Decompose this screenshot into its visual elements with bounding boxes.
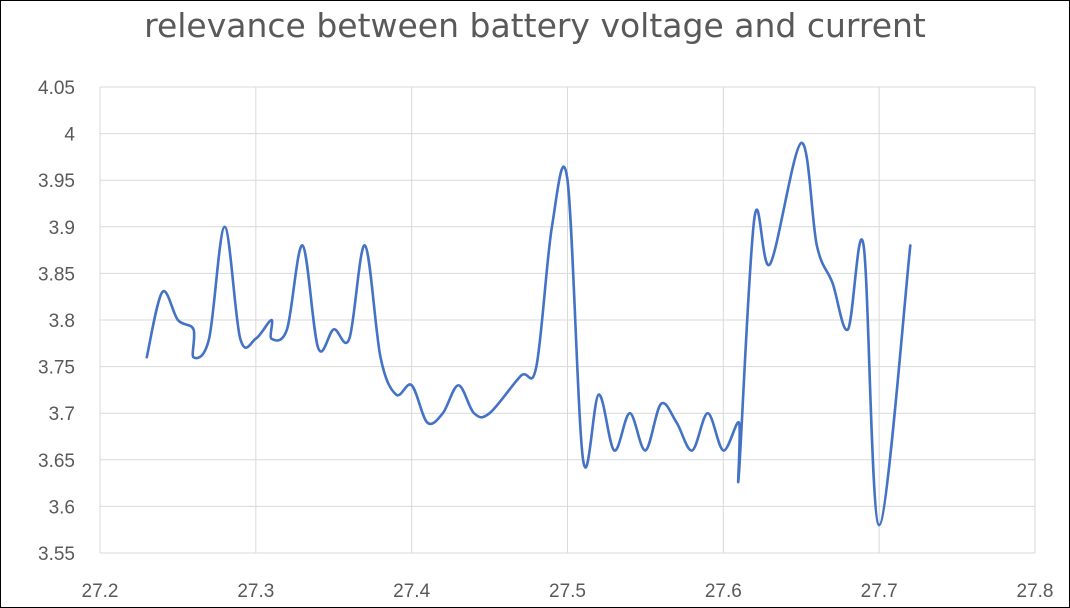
x-tick-label: 27.4 xyxy=(393,581,430,602)
y-tick-label: 3.65 xyxy=(38,451,75,472)
x-axis-tick-labels: 27.2 27.3 27.4 27.5 27.6 27.7 27.8 xyxy=(82,581,1054,602)
y-tick-label: 4.05 xyxy=(38,78,75,99)
y-tick-label: 3.7 xyxy=(49,404,75,425)
y-tick-label: 3.55 xyxy=(38,544,75,565)
chart-title: relevance between battery voltage and cu… xyxy=(144,6,926,45)
series-line xyxy=(145,141,912,527)
y-tick-label: 3.85 xyxy=(38,264,75,285)
x-tick-label: 27.2 xyxy=(82,581,119,602)
x-tick-label: 27.8 xyxy=(1017,581,1054,602)
x-tick-label: 27.6 xyxy=(705,581,742,602)
x-tick-label: 27.5 xyxy=(549,581,586,602)
y-tick-label: 3.6 xyxy=(49,497,75,518)
gridlines xyxy=(99,86,1036,554)
y-tick-label: 3.75 xyxy=(38,358,75,379)
x-tick-label: 27.3 xyxy=(237,581,274,602)
y-tick-label: 3.9 xyxy=(49,218,75,239)
y-tick-label: 3.8 xyxy=(49,311,75,332)
y-axis-tick-labels: 3.55 3.6 3.65 3.7 3.75 3.8 3.85 3.9 3.95 4 4.05 xyxy=(38,78,75,565)
x-tick-label: 27.7 xyxy=(861,581,898,602)
y-tick-label: 4 xyxy=(64,125,75,146)
y-tick-label: 3.95 xyxy=(38,171,75,192)
